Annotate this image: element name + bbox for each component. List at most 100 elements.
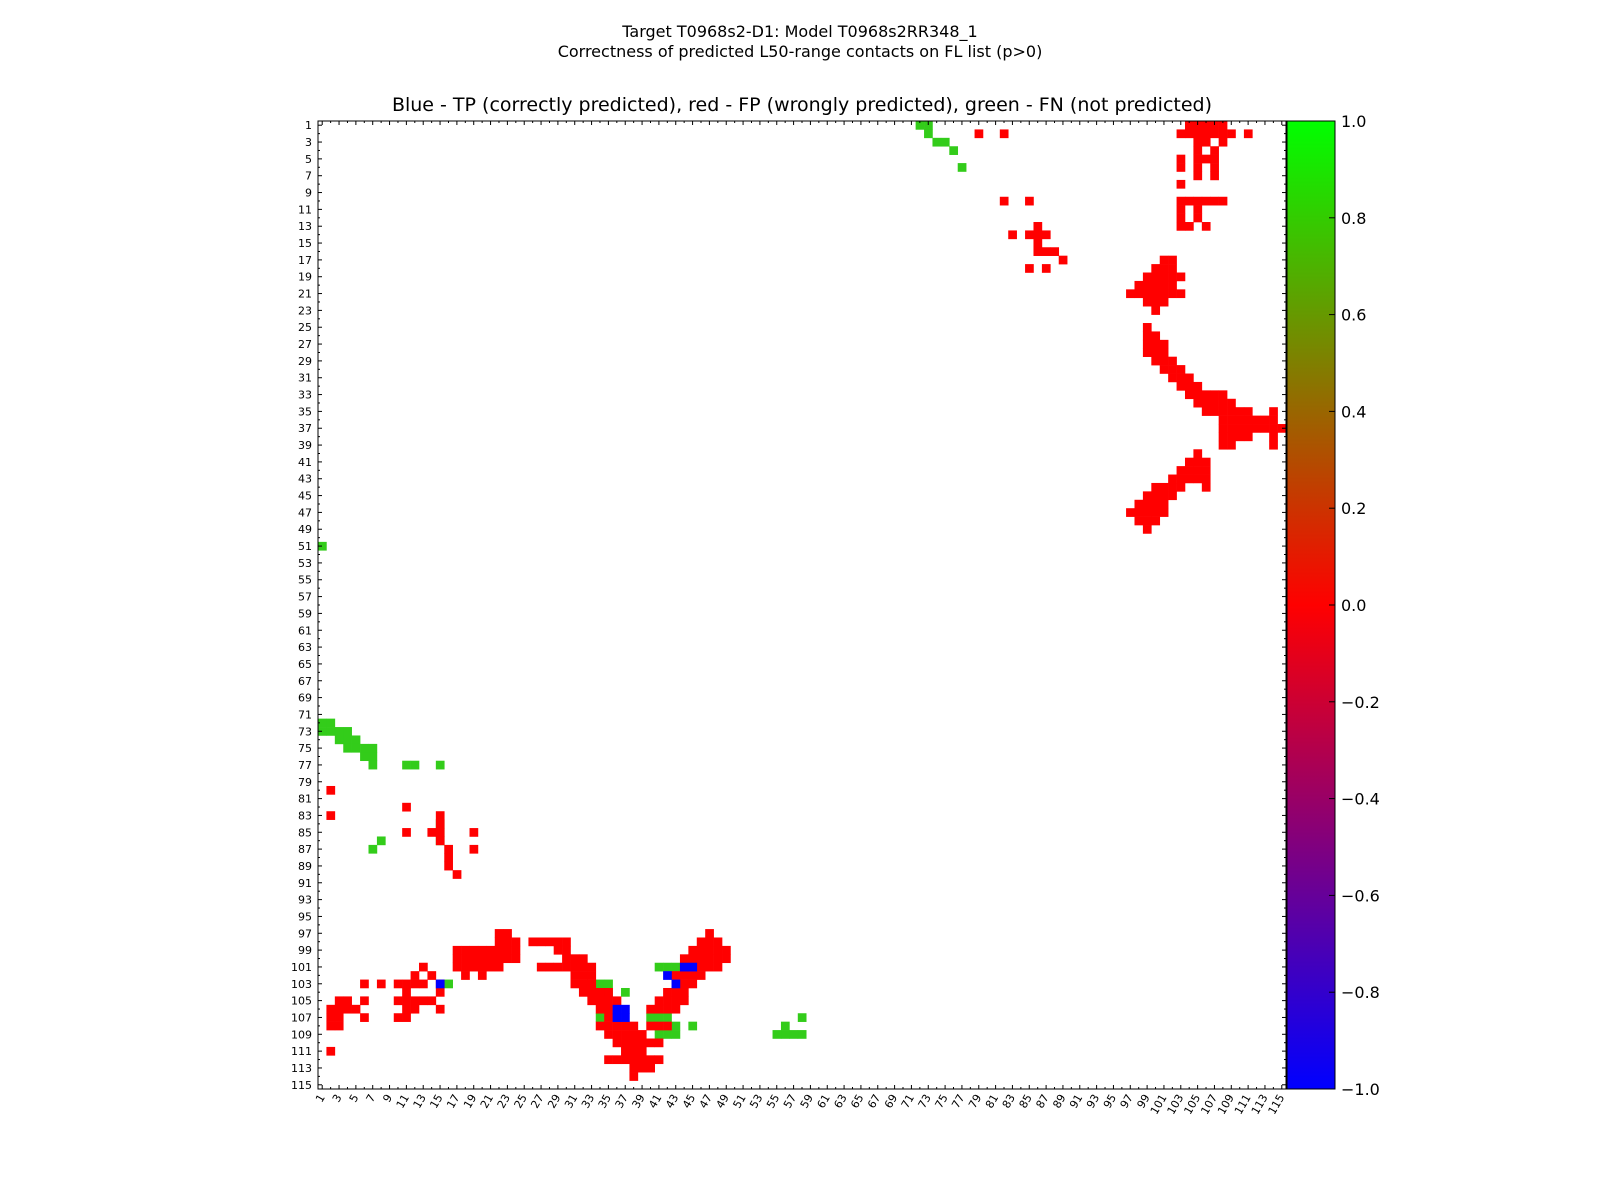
fp-cell	[595, 1021, 605, 1031]
fp-cell	[469, 962, 479, 972]
fp-cell	[999, 196, 1009, 206]
y-tick-label: 57	[298, 591, 312, 604]
fp-cell	[595, 987, 605, 997]
fp-cell	[419, 996, 428, 1006]
fp-cell	[1210, 196, 1219, 206]
fp-cell	[1269, 415, 1278, 425]
fn-cell	[654, 962, 664, 972]
fp-cell	[1168, 255, 1177, 265]
x-tick-label: 75	[932, 1092, 950, 1111]
y-tick-label: 79	[298, 776, 312, 789]
fp-cell	[604, 1030, 613, 1039]
fp-cell	[1126, 289, 1135, 299]
fp-cell	[646, 1055, 655, 1065]
fp-cell	[1151, 491, 1161, 501]
fp-cell	[621, 1038, 630, 1048]
fp-cell	[1227, 415, 1236, 425]
fp-cell	[1227, 432, 1236, 442]
fp-cell	[419, 962, 428, 972]
x-tick-label: 31	[562, 1092, 580, 1111]
fp-cell	[1159, 508, 1169, 517]
fn-cell	[654, 1013, 664, 1022]
fp-cell	[1193, 171, 1203, 181]
fp-cell	[604, 1055, 613, 1065]
fp-cell	[587, 979, 597, 989]
fp-cell	[1201, 474, 1211, 484]
fp-cell	[1134, 499, 1144, 509]
fp-cell	[1151, 508, 1161, 517]
tp-cell	[621, 1004, 630, 1014]
fp-cell	[705, 945, 714, 955]
y-tick-label: 103	[291, 978, 312, 991]
fp-cell	[1218, 440, 1228, 450]
fp-cell	[1159, 297, 1169, 307]
fn-cell	[368, 743, 378, 753]
fp-cell	[1151, 331, 1161, 341]
fp-cell	[1227, 424, 1236, 433]
fp-cell	[1168, 482, 1177, 492]
fp-cell	[1193, 390, 1203, 400]
fn-cell	[940, 137, 950, 147]
x-tick-label: 3	[330, 1092, 345, 1105]
x-tick-label: 5	[347, 1092, 362, 1105]
fp-cell	[1218, 398, 1228, 408]
fp-cell	[410, 1004, 420, 1014]
fp-cell	[452, 870, 462, 879]
fp-cell	[654, 1038, 664, 1048]
fp-cell	[435, 1004, 445, 1014]
fp-cell	[1218, 137, 1228, 147]
fp-cell	[1142, 508, 1152, 517]
fp-cell	[1025, 264, 1034, 273]
fn-cell	[595, 979, 605, 989]
figure-title-line1: Target T0968s2-D1: Model T0968s2RR348_1	[622, 22, 978, 41]
fp-cell	[1201, 154, 1211, 164]
fp-cell	[587, 996, 597, 1006]
fp-cell	[1142, 289, 1152, 299]
fp-cell	[1193, 213, 1203, 223]
fp-cell	[427, 971, 437, 980]
fp-cell	[999, 129, 1009, 139]
y-tick-label: 3	[305, 136, 312, 149]
fp-cell	[646, 1021, 655, 1031]
fp-cell	[1142, 272, 1152, 282]
fp-cell	[410, 979, 420, 989]
fp-cell	[1151, 499, 1161, 509]
fp-cell	[1176, 154, 1186, 164]
fp-cell	[1201, 407, 1211, 416]
y-tick-label: 115	[291, 1079, 312, 1092]
fp-cell	[713, 937, 723, 947]
fp-cell	[461, 971, 470, 980]
fp-cell	[1159, 272, 1169, 282]
fp-cell	[1176, 179, 1186, 189]
fp-cell	[974, 129, 984, 139]
x-tick-label: 43	[663, 1092, 681, 1111]
fp-cell	[1151, 482, 1161, 492]
fp-cell	[1277, 424, 1287, 433]
fp-cell	[503, 954, 512, 964]
x-tick-label: 113	[1249, 1092, 1271, 1117]
y-tick-label: 7	[305, 170, 312, 183]
tp-cell	[621, 1013, 630, 1022]
y-tick-label: 37	[298, 422, 312, 435]
fn-cell	[444, 979, 453, 989]
fp-cell	[1193, 474, 1203, 484]
fp-cell	[435, 828, 445, 837]
fp-cell	[629, 1038, 639, 1048]
x-tick-label: 63	[831, 1092, 849, 1111]
fp-cell	[1151, 289, 1161, 299]
x-tick-label: 107	[1198, 1092, 1220, 1117]
fp-cell	[553, 962, 563, 972]
fp-cell	[654, 1004, 664, 1014]
fp-cell	[1193, 146, 1203, 155]
x-tick-label: 71	[899, 1092, 917, 1111]
fp-cell	[1184, 466, 1194, 475]
fp-cell	[461, 945, 470, 955]
y-tick-label: 33	[298, 389, 312, 402]
fp-cell	[477, 962, 487, 972]
fp-cell	[1210, 163, 1219, 172]
fp-cell	[688, 945, 698, 955]
fp-cell	[637, 1055, 647, 1065]
fp-cell	[604, 1013, 613, 1022]
fn-cell	[780, 1030, 790, 1039]
fn-cell	[671, 1030, 681, 1039]
